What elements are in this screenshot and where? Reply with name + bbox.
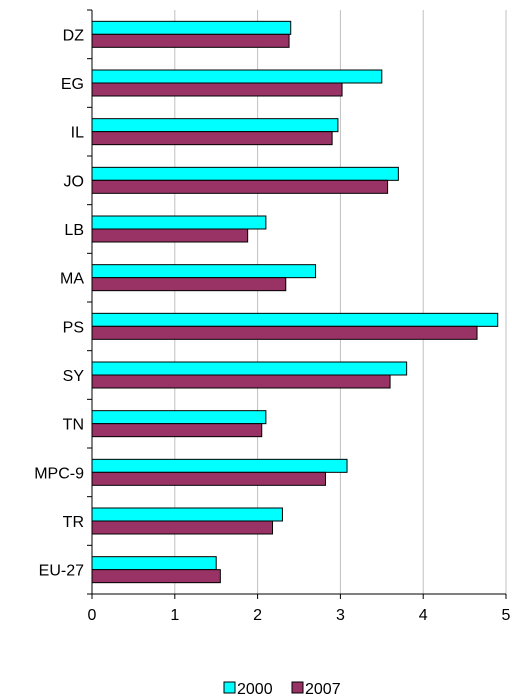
category-label: PS (63, 319, 84, 336)
bar-2000 (91, 312, 499, 327)
category-label: DZ (63, 27, 85, 44)
bar-2007 (91, 423, 263, 438)
bar-2000 (91, 264, 317, 279)
bar-2000 (91, 166, 399, 181)
x-tick-label: 2 (253, 607, 262, 624)
x-tick-label: 5 (502, 607, 511, 624)
x-tick-label: 1 (170, 607, 179, 624)
legend: 2000 2007 (223, 681, 341, 697)
bar-2000 (91, 118, 339, 133)
bar-2000 (91, 410, 267, 425)
bar-2000 (91, 215, 267, 230)
category-label: MA (60, 271, 84, 288)
category-label: JO (64, 173, 84, 190)
bar-2007 (91, 131, 333, 146)
bar-2007 (91, 33, 290, 48)
bar-2007 (91, 82, 343, 97)
bar-2000 (91, 20, 292, 35)
bar-2000 (91, 507, 283, 522)
category-label: IL (71, 125, 84, 142)
category-label: SY (63, 368, 85, 385)
category-label: EU-27 (39, 563, 84, 580)
category-labels: DZ EG IL JO LB MA PS SY TN MPC-9 TR EU-27 (34, 27, 84, 579)
legend-label-2000: 2000 (237, 681, 273, 697)
x-tick-labels: 0 1 2 3 4 5 (88, 607, 511, 624)
bar-2007 (91, 325, 478, 340)
category-label: MPC-9 (34, 465, 84, 482)
bar-2000 (91, 458, 348, 473)
bars-group (91, 20, 499, 584)
bar-2007 (91, 374, 391, 389)
category-label: LB (64, 222, 84, 239)
bar-2000 (91, 361, 408, 376)
category-label: TR (63, 514, 84, 531)
x-tick-label: 0 (88, 607, 97, 624)
legend-swatch-2000 (223, 681, 236, 694)
bar-2007 (91, 569, 221, 584)
bar-2007 (91, 520, 274, 535)
category-label: EG (61, 76, 84, 93)
bar-2000 (91, 556, 217, 571)
legend-label-2007: 2007 (305, 681, 341, 697)
gridlines (174, 10, 507, 594)
x-tick-label: 3 (336, 607, 345, 624)
bar-2007 (91, 471, 326, 486)
legend-swatch-2007 (291, 681, 304, 694)
bar-2007 (91, 179, 389, 194)
category-label: TN (63, 417, 84, 434)
bar-2000 (91, 69, 383, 84)
x-tick-label: 4 (419, 607, 428, 624)
bar-2007 (91, 228, 249, 243)
axes-group (87, 9, 507, 599)
bar-2007 (91, 277, 287, 292)
